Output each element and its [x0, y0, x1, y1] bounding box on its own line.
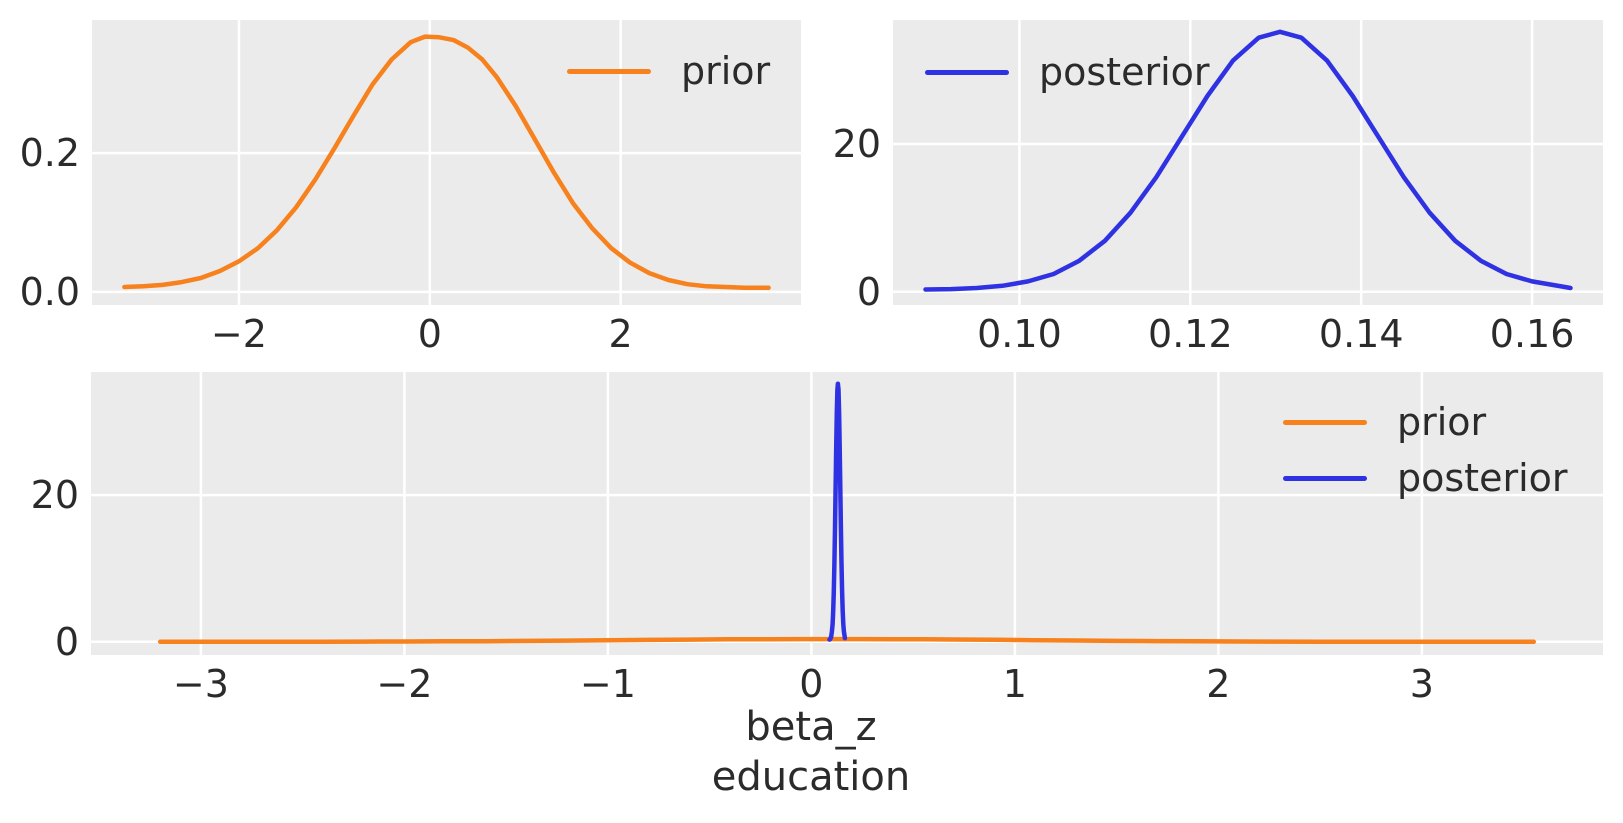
subplot-prior-kde	[92, 20, 801, 305]
legend-label-prior: prior	[1397, 400, 1487, 444]
legend-line-prior	[1283, 419, 1367, 425]
legend-item-posterior: posterior	[1283, 456, 1568, 500]
x-tick-label: 1	[1002, 662, 1027, 706]
x-tick-label: 3	[1409, 662, 1434, 706]
y-tick-label: 0.2	[19, 131, 80, 176]
y-tick-label: 0.0	[19, 269, 80, 314]
x-axis-label: beta_z education	[712, 702, 910, 802]
legend-label-prior: prior	[681, 49, 771, 93]
legend-label-posterior: posterior	[1039, 50, 1210, 94]
x-tick-label: 0.16	[1489, 312, 1575, 356]
x-tick-label: 0	[799, 662, 824, 706]
x-tick-label: −1	[579, 662, 636, 706]
x-tick-label: −3	[172, 662, 229, 706]
legend-item-posterior: posterior	[925, 50, 1210, 94]
prior-posterior-combined-canvas	[91, 372, 1603, 655]
x-tick-label: 0.14	[1318, 312, 1404, 356]
legend-combined-subplot: prior posterior	[1283, 400, 1568, 500]
subplot-combined-kde	[91, 372, 1603, 655]
y-tick-label: 0	[54, 619, 79, 664]
legend-posterior-subplot: posterior	[925, 50, 1210, 94]
legend-item-prior: prior	[1283, 400, 1568, 444]
kde-curve-posterior	[923, 29, 1573, 292]
x-tick-label: 2	[1206, 662, 1231, 706]
prior-marginal-canvas	[92, 20, 801, 305]
x-tick-label: 0	[417, 312, 442, 356]
xlabel-line-coordinate: education	[711, 754, 911, 800]
y-tick-label: 20	[30, 473, 79, 518]
xlabel-line-parameter: beta_z	[745, 704, 877, 750]
x-tick-label: 0.12	[1148, 312, 1233, 356]
y-tick-label: 0	[856, 269, 881, 314]
x-tick-label: −2	[210, 312, 267, 356]
posterior-marginal-canvas	[893, 20, 1603, 305]
x-tick-label: 0.10	[977, 312, 1062, 356]
x-tick-label: −2	[376, 662, 433, 706]
legend-item-prior: prior	[567, 49, 770, 93]
legend-label-posterior: posterior	[1397, 456, 1568, 500]
subplot-posterior-kde	[893, 20, 1603, 305]
x-tick-label: 2	[608, 312, 633, 356]
legend-line-posterior	[925, 69, 1009, 75]
legend-line-prior	[567, 68, 651, 74]
legend-line-posterior	[1283, 475, 1367, 481]
kde-curve-posterior	[827, 381, 848, 642]
kde-curve-prior	[122, 34, 771, 290]
kde-curve-prior	[157, 636, 1537, 645]
legend-prior-subplot: prior	[567, 49, 770, 93]
y-tick-label: 20	[832, 122, 881, 167]
